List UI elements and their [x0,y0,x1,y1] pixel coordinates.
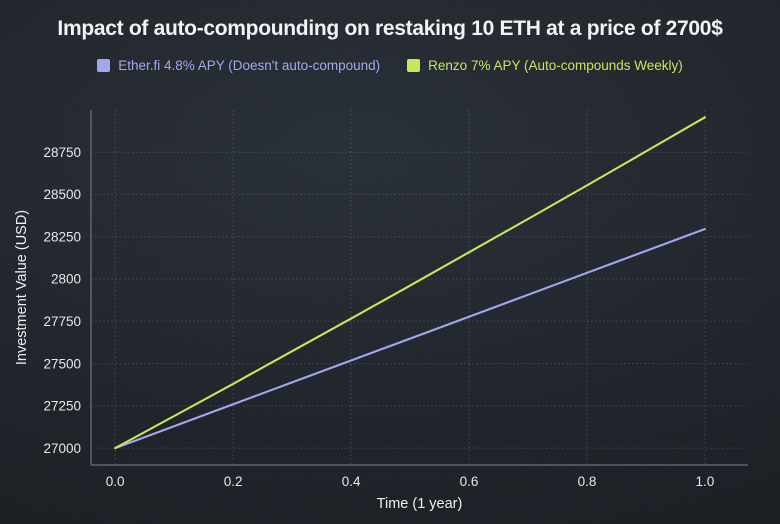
legend-item-renzo: Renzo 7% APY (Auto-compounds Weekly) [407,58,683,73]
x-tick-label: 0.0 [106,474,125,489]
y-tick-label: 2800 [51,272,81,287]
legend-label-renzo: Renzo 7% APY (Auto-compounds Weekly) [428,58,683,73]
chart-title: Impact of auto-compounding on restaking … [57,17,723,40]
y-tick-label: 27500 [43,356,81,371]
legend-item-etherfi: Ether.fi 4.8% APY (Doesn't auto-compound… [97,58,380,73]
legend-label-etherfi: Ether.fi 4.8% APY (Doesn't auto-compound… [118,58,381,73]
y-tick-label: 28250 [43,229,81,244]
legend-swatch-etherfi-icon [97,59,111,72]
y-tick-label: 28500 [43,187,81,202]
x-tick-label: 0.4 [342,474,361,489]
x-tick-label: 1.0 [696,474,715,489]
legend-swatch-renzo-icon [407,59,421,72]
y-tick-label: 27000 [43,441,81,456]
y-tick-label: 27750 [43,314,81,329]
x-tick-label: 0.2 [224,474,243,489]
y-tick-label: 27250 [43,399,81,414]
x-tick-label: 0.6 [460,474,479,489]
series-line-0 [114,227,706,450]
y-axis-label: Investment Value (USD) [14,210,30,365]
chart-legend: Ether.fi 4.8% APY (Doesn't auto-compound… [0,58,780,73]
x-axis-label: Time (1 year) [377,496,463,512]
y-tick-label: 28750 [43,145,81,160]
series-line-1 [114,116,706,450]
x-tick-label: 0.8 [578,474,597,489]
